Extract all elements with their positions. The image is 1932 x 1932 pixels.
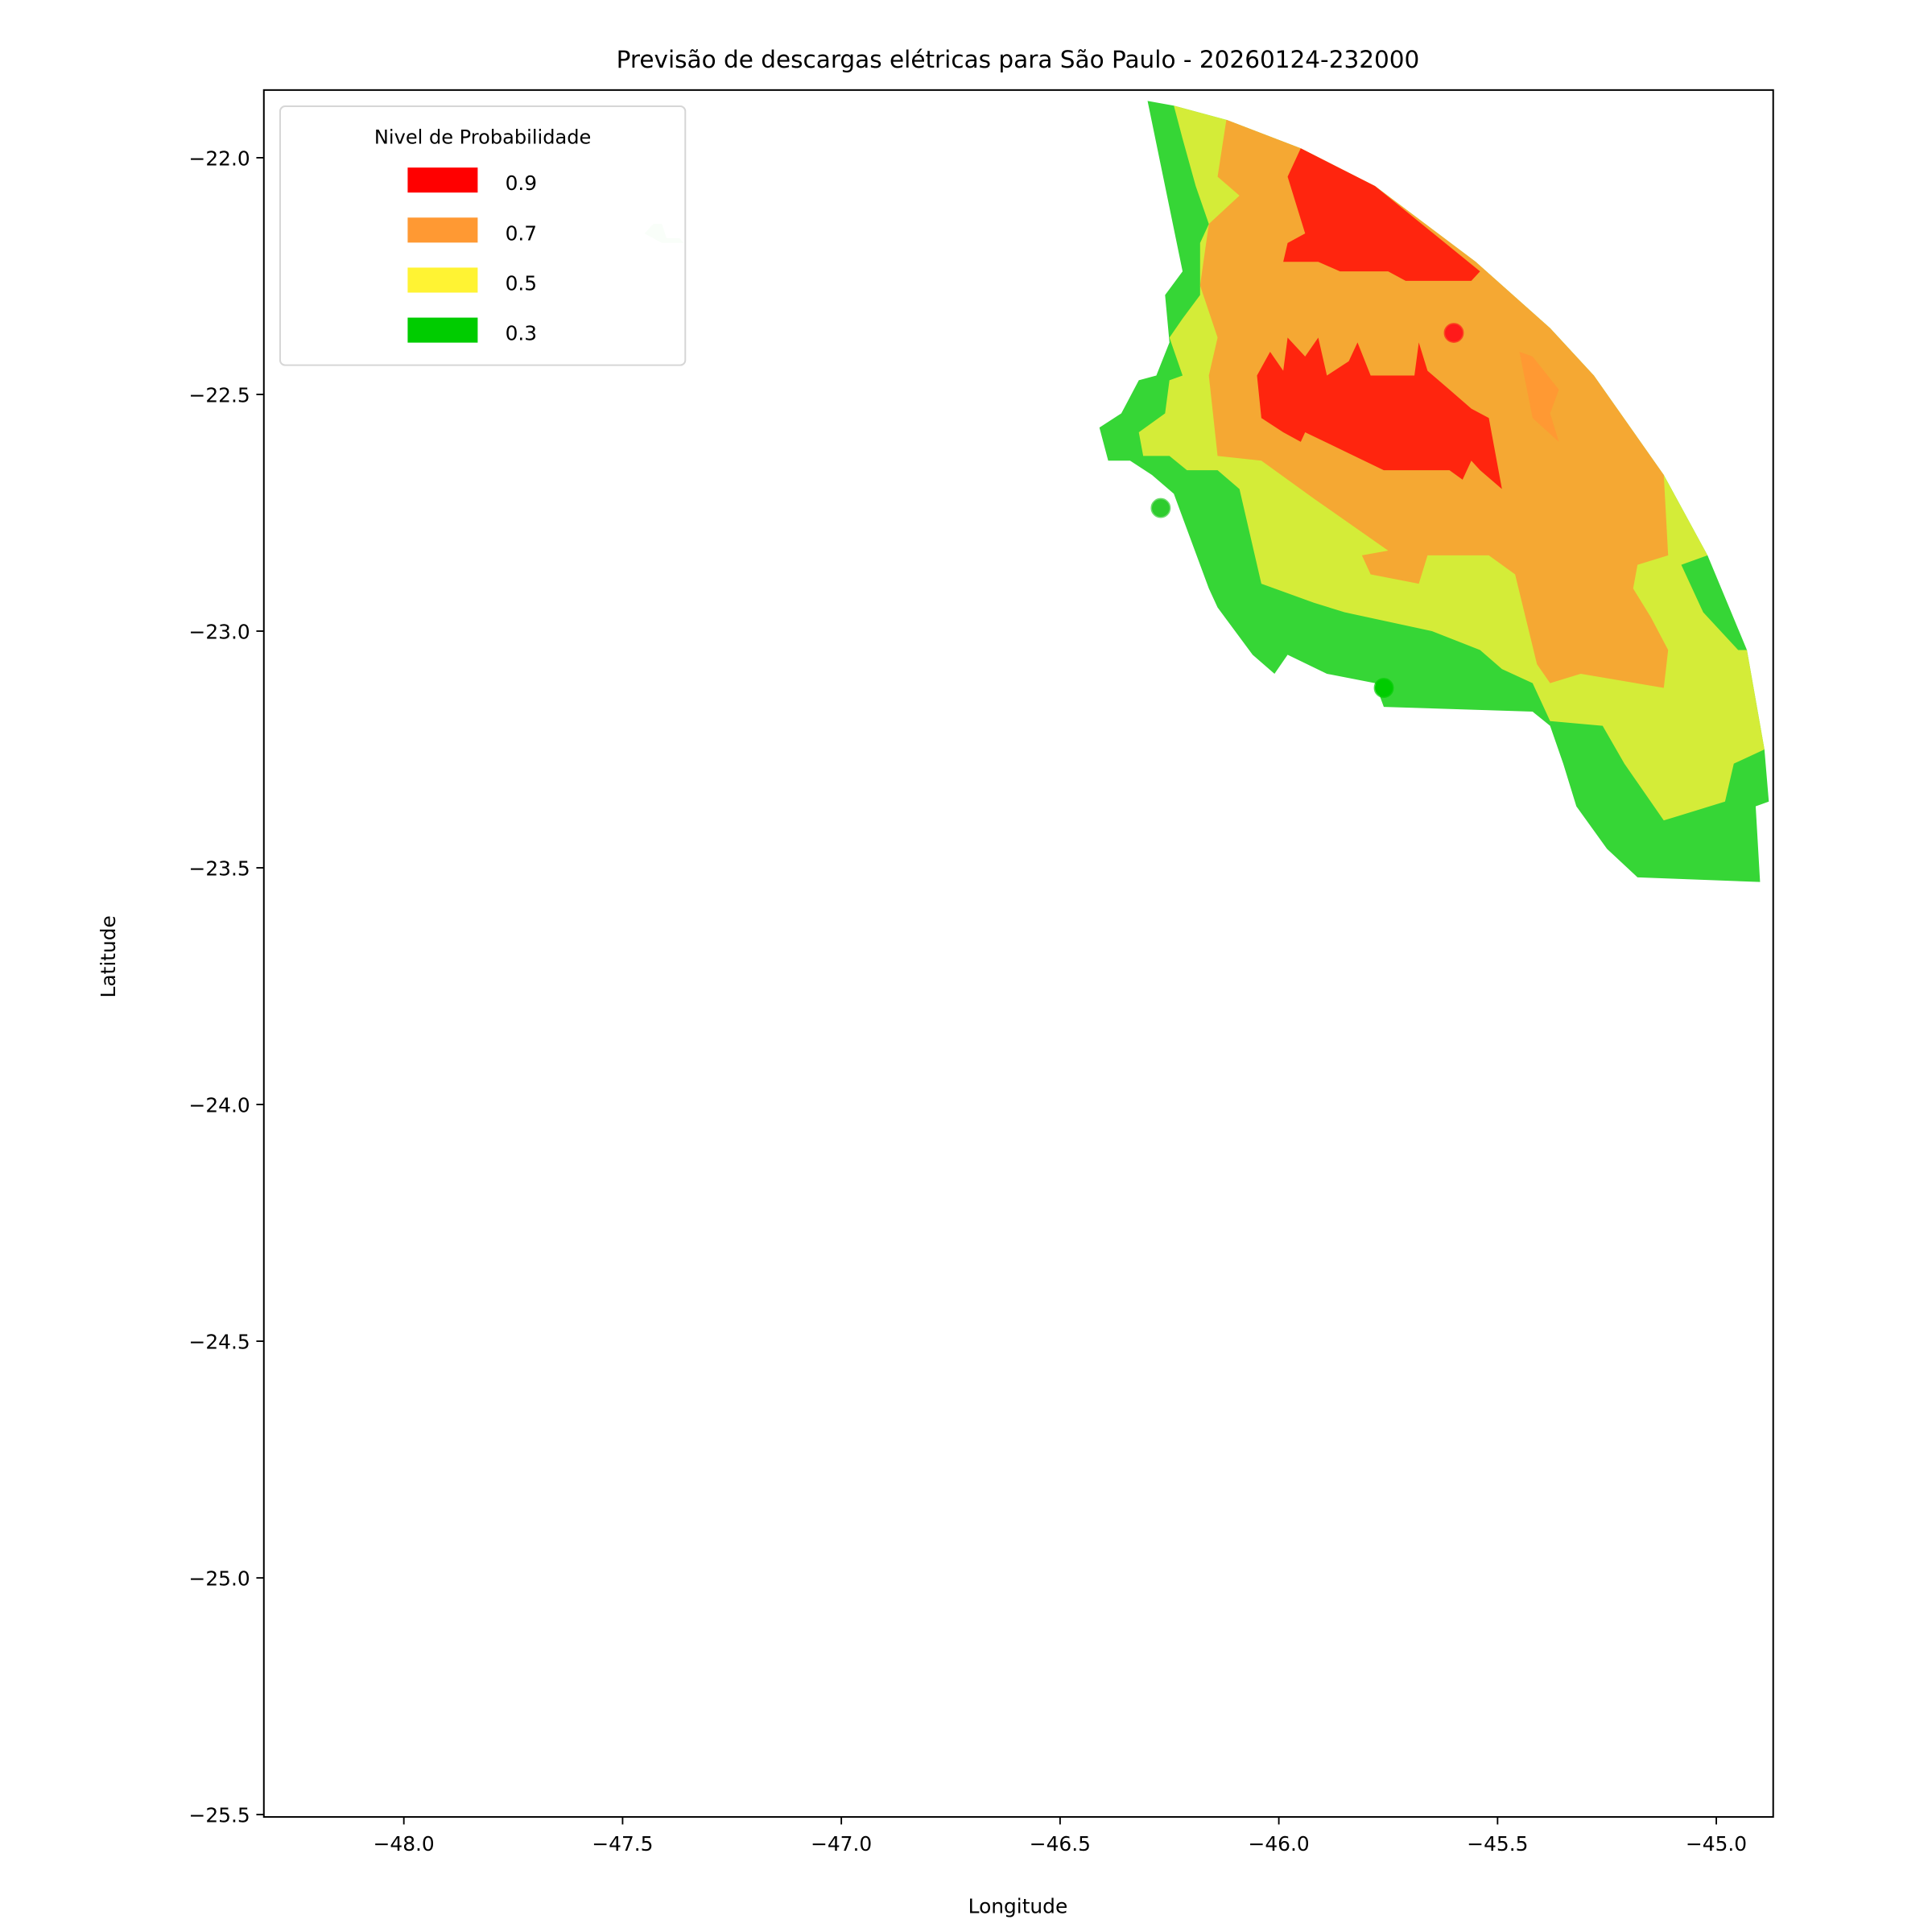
legend-box bbox=[279, 105, 687, 366]
x-tick-label: −45.5 bbox=[1467, 1832, 1528, 1856]
observation-point bbox=[1373, 678, 1394, 698]
x-axis-label: Longitude bbox=[968, 1895, 1068, 1918]
x-tick-label: −46.5 bbox=[1030, 1832, 1091, 1856]
x-tick-label: −46.0 bbox=[1249, 1832, 1310, 1856]
y-axis-ticks: −22.0 −22.5 −23.0 −23.5 −24.0 −24.5 −25.0 −25.5 bbox=[189, 147, 264, 1827]
legend-label: 0.5 bbox=[506, 271, 538, 295]
legend-swatch bbox=[407, 217, 478, 243]
y-tick-label: −23.5 bbox=[189, 857, 250, 880]
y-axis-label: Latitude bbox=[97, 915, 120, 997]
x-tick-label: −48.0 bbox=[374, 1832, 435, 1856]
y-tick-label: −25.0 bbox=[189, 1567, 250, 1590]
chart-title: Previsão de descargas elétricas para São… bbox=[617, 46, 1420, 73]
y-tick-label: −23.0 bbox=[189, 620, 250, 643]
x-tick-label: −47.0 bbox=[811, 1832, 872, 1856]
legend-swatch bbox=[407, 317, 478, 343]
y-tick-label: −25.5 bbox=[189, 1803, 250, 1827]
legend-label: 0.9 bbox=[506, 171, 538, 195]
legend-label: 0.7 bbox=[506, 221, 538, 245]
region-level-0-9 bbox=[1257, 337, 1502, 489]
x-tick-label: −47.5 bbox=[592, 1832, 653, 1856]
legend-swatch bbox=[407, 167, 478, 193]
region-level-0-9 bbox=[1283, 148, 1480, 281]
observation-point bbox=[1150, 497, 1171, 518]
legend-title: Nivel de Probabilidade bbox=[374, 126, 591, 149]
observation-point bbox=[1443, 323, 1464, 343]
region-level-0-7 bbox=[1519, 351, 1559, 442]
legend-label: 0.3 bbox=[506, 322, 538, 345]
observation-points bbox=[1150, 323, 1464, 698]
y-tick-label: −24.0 bbox=[189, 1093, 250, 1117]
plot-frame bbox=[262, 89, 1774, 1818]
y-tick-label: −24.5 bbox=[189, 1330, 250, 1353]
legend: Nivel de Probabilidade 0.9 0.7 0.5 0.3 bbox=[279, 105, 687, 366]
y-tick-label: −22.5 bbox=[189, 383, 250, 407]
legend-swatch bbox=[407, 267, 478, 293]
x-tick-label: −45.0 bbox=[1686, 1832, 1747, 1856]
probability-regions bbox=[644, 101, 1769, 882]
x-axis-ticks: −48.0 −47.5 −47.0 −46.5 −46.0 −45.5 −45.0 bbox=[374, 1817, 1747, 1856]
y-tick-label: −22.0 bbox=[189, 147, 250, 170]
